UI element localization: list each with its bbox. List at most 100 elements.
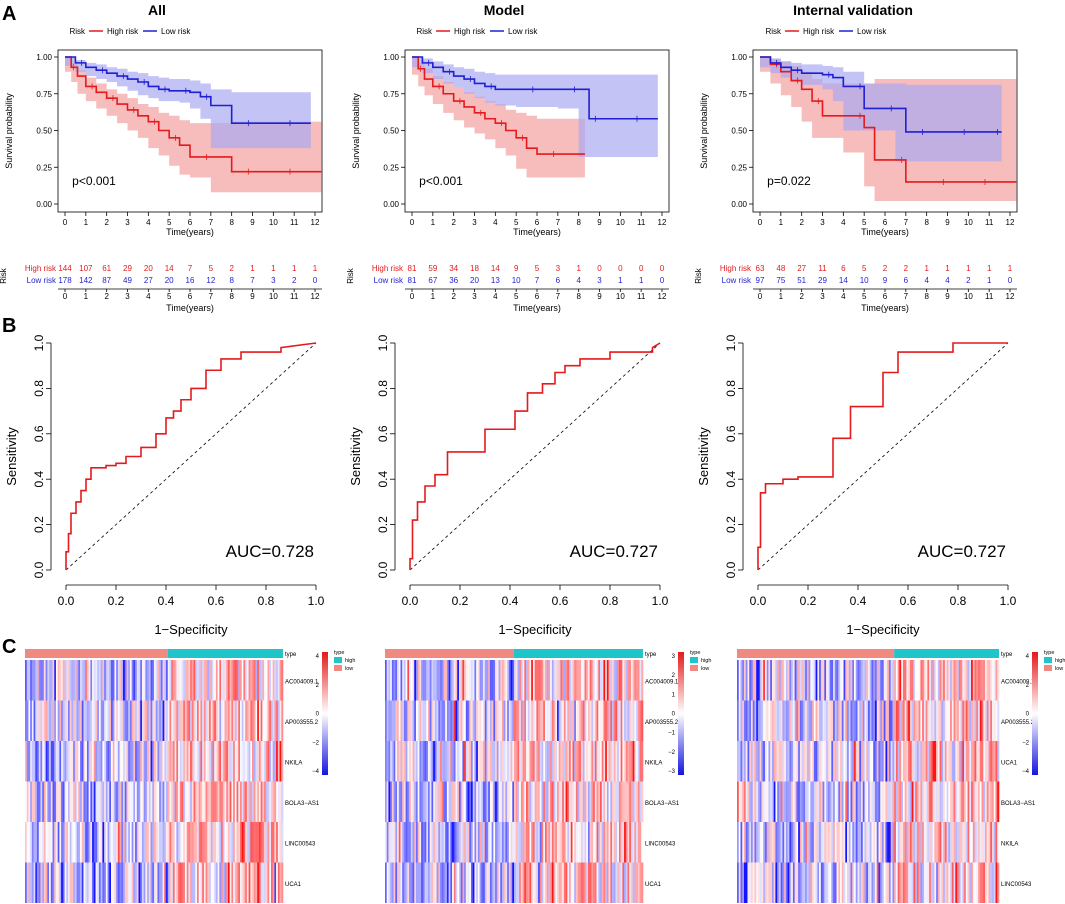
- heatmap-cell: [62, 741, 65, 782]
- heatmap-cell: [878, 700, 881, 741]
- risk-count: 5: [209, 264, 214, 273]
- heatmap-cell: [967, 741, 970, 782]
- heatmap-cell: [813, 700, 816, 741]
- heatmap-cell: [883, 862, 886, 903]
- risk-count: 27: [797, 264, 806, 273]
- heatmap-cell: [469, 822, 472, 863]
- heatmap-cell: [234, 700, 237, 741]
- heatmap-cell: [227, 822, 230, 863]
- heatmap-cell: [474, 741, 477, 782]
- heatmap-cell: [55, 781, 58, 822]
- heatmap-cell: [988, 822, 991, 863]
- heatmap-cell: [771, 660, 774, 701]
- heatmap-cell: [154, 822, 157, 863]
- heatmap-cell: [31, 741, 34, 782]
- heatmap-cell: [789, 862, 792, 903]
- heatmap-cell: [749, 741, 752, 782]
- heatmap-cell: [820, 822, 823, 863]
- km-ylabel: Survival probability: [699, 93, 709, 169]
- heatmap-cell: [234, 741, 237, 782]
- heatmap-cell: [586, 862, 589, 903]
- heatmap-cell: [154, 660, 157, 701]
- heatmap-cell: [505, 822, 508, 863]
- heatmap-cell: [236, 862, 239, 903]
- heatmap-cell: [962, 862, 965, 903]
- km-xtick-label: 1: [779, 218, 784, 227]
- heatmap-cell: [906, 660, 909, 701]
- heatmap-cell: [553, 822, 556, 863]
- heatmap-cell: [102, 700, 105, 741]
- heatmap-cell: [840, 700, 843, 741]
- heatmap-cell: [495, 781, 498, 822]
- heatmap-cell: [916, 822, 919, 863]
- heatmap-cell: [415, 862, 418, 903]
- heatmap-cell: [526, 862, 529, 903]
- heatmap-cell: [429, 822, 432, 863]
- heatmap-cell: [262, 741, 265, 782]
- roc-xtick-label: 0.6: [900, 594, 917, 608]
- heatmap-cell: [548, 660, 551, 701]
- heatmap-cell: [59, 822, 62, 863]
- heatmap-cell: [25, 862, 28, 903]
- heatmap-cell: [484, 822, 487, 863]
- heatmap-cell: [105, 822, 108, 863]
- km-xtick-label: 12: [658, 218, 667, 227]
- heatmap-cell: [981, 741, 984, 782]
- heatmap-cell: [436, 822, 439, 863]
- heatmap-cell: [250, 700, 253, 741]
- heatmap-cell: [570, 822, 573, 863]
- heatmap-cell: [417, 862, 420, 903]
- heatmap-cell: [264, 660, 267, 701]
- heatmap-cell: [944, 660, 947, 701]
- heatmap-cell: [148, 822, 151, 863]
- risk-count: 5: [862, 264, 867, 273]
- risk-count: 0: [597, 264, 602, 273]
- heatmap-cell: [95, 862, 98, 903]
- heatmap-cell: [121, 781, 124, 822]
- heatmap-cell: [997, 862, 1000, 903]
- heatmap-cell: [927, 781, 930, 822]
- heatmap-cell: [503, 741, 506, 782]
- roc-xtick-label: 0.0: [402, 594, 419, 608]
- heatmap-cell: [414, 862, 417, 903]
- heatmap-cell: [562, 741, 565, 782]
- risk-count: 107: [79, 264, 93, 273]
- km-censor-mark: [78, 59, 85, 66]
- roc-xtick-label: 0.8: [602, 594, 619, 608]
- heatmap-cell: [806, 700, 809, 741]
- heatmap-scale-tick: −4: [312, 769, 320, 775]
- heatmap-cell: [100, 781, 103, 822]
- heatmap-cell: [496, 741, 499, 782]
- heatmap-cell: [178, 781, 181, 822]
- heatmap-cell: [135, 660, 138, 701]
- heatmap-cell: [932, 660, 935, 701]
- heatmap-cell: [529, 700, 532, 741]
- heatmap-gene-label: UCA1: [285, 882, 302, 888]
- heatmap-cell: [281, 822, 284, 863]
- heatmap-cell: [421, 700, 424, 741]
- heatmap-cell: [243, 660, 246, 701]
- heatmap-cell: [574, 781, 577, 822]
- heatmap-cell: [441, 822, 444, 863]
- heatmap-cell: [515, 862, 518, 903]
- heatmap-cell: [606, 700, 609, 741]
- heatmap-cell: [428, 660, 431, 701]
- heatmap-cell: [946, 822, 949, 863]
- heatmap-cell: [563, 822, 566, 863]
- heatmap-cell: [908, 741, 911, 782]
- heatmap-cell: [191, 660, 194, 701]
- heatmap-cell: [181, 822, 184, 863]
- km-censor-mark: [130, 106, 137, 113]
- heatmap-cell: [557, 781, 560, 822]
- km-curve: [412, 56, 585, 155]
- heatmap-cell: [986, 862, 989, 903]
- heatmap-cell: [742, 741, 745, 782]
- heatmap-cell: [174, 862, 177, 903]
- heatmap-cell: [955, 660, 958, 701]
- roc-xtick-label: 1.0: [1000, 594, 1017, 608]
- heatmap-cell: [965, 741, 968, 782]
- heatmap-cell: [834, 822, 837, 863]
- heatmap-cell: [757, 862, 761, 903]
- heatmap-cell: [491, 741, 494, 782]
- heatmap-cell: [582, 700, 585, 741]
